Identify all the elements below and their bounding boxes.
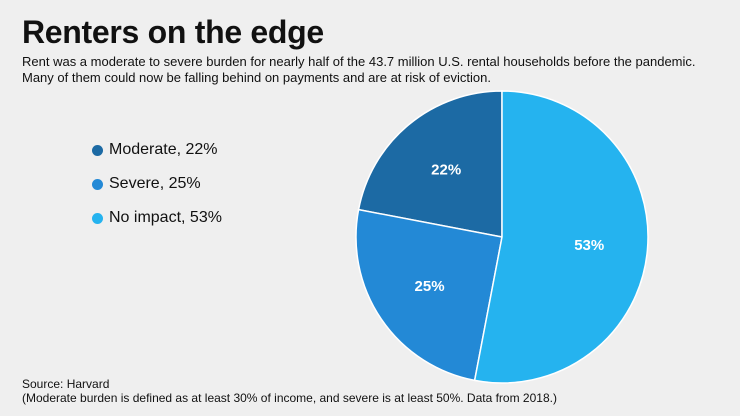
subtitle-line-2: Many of them could now be falling behind…	[22, 70, 491, 85]
source-text: Source: Harvard	[22, 377, 110, 391]
slice-label-severe: 25%	[415, 278, 445, 295]
subtitle-line-1: Rent was a moderate to severe burden for…	[22, 54, 696, 69]
legend-swatch-severe	[92, 178, 103, 190]
chart-title: Renters on the edge	[22, 14, 324, 50]
legend-swatch-no-impact	[92, 212, 103, 224]
pie-slice-severe	[355, 208, 503, 382]
legend-swatch-moderate	[92, 144, 103, 156]
pie-slice-no-impact	[473, 90, 649, 384]
legend-label-severe: Severe, 25%	[109, 175, 201, 192]
slice-label-no-impact: 53%	[574, 237, 604, 254]
legend-item-moderate: Moderate, 22%	[92, 133, 222, 167]
chart-legend: Moderate, 22% Severe, 25% No impact, 53%	[92, 133, 222, 235]
chart-subtitle: Rent was a moderate to severe burden for…	[22, 54, 740, 86]
legend-item-severe: Severe, 25%	[92, 167, 222, 201]
pie-slice-moderate	[357, 90, 503, 238]
footnote-text: (Moderate burden is defined as at least …	[22, 391, 557, 405]
legend-label-moderate: Moderate, 22%	[109, 141, 218, 158]
chart-footer: Source: Harvard (Moderate burden is defi…	[22, 377, 557, 405]
legend-label-no-impact: No impact, 53%	[109, 209, 222, 226]
slice-label-moderate: 22%	[431, 162, 461, 179]
legend-item-no-impact: No impact, 53%	[92, 201, 222, 235]
